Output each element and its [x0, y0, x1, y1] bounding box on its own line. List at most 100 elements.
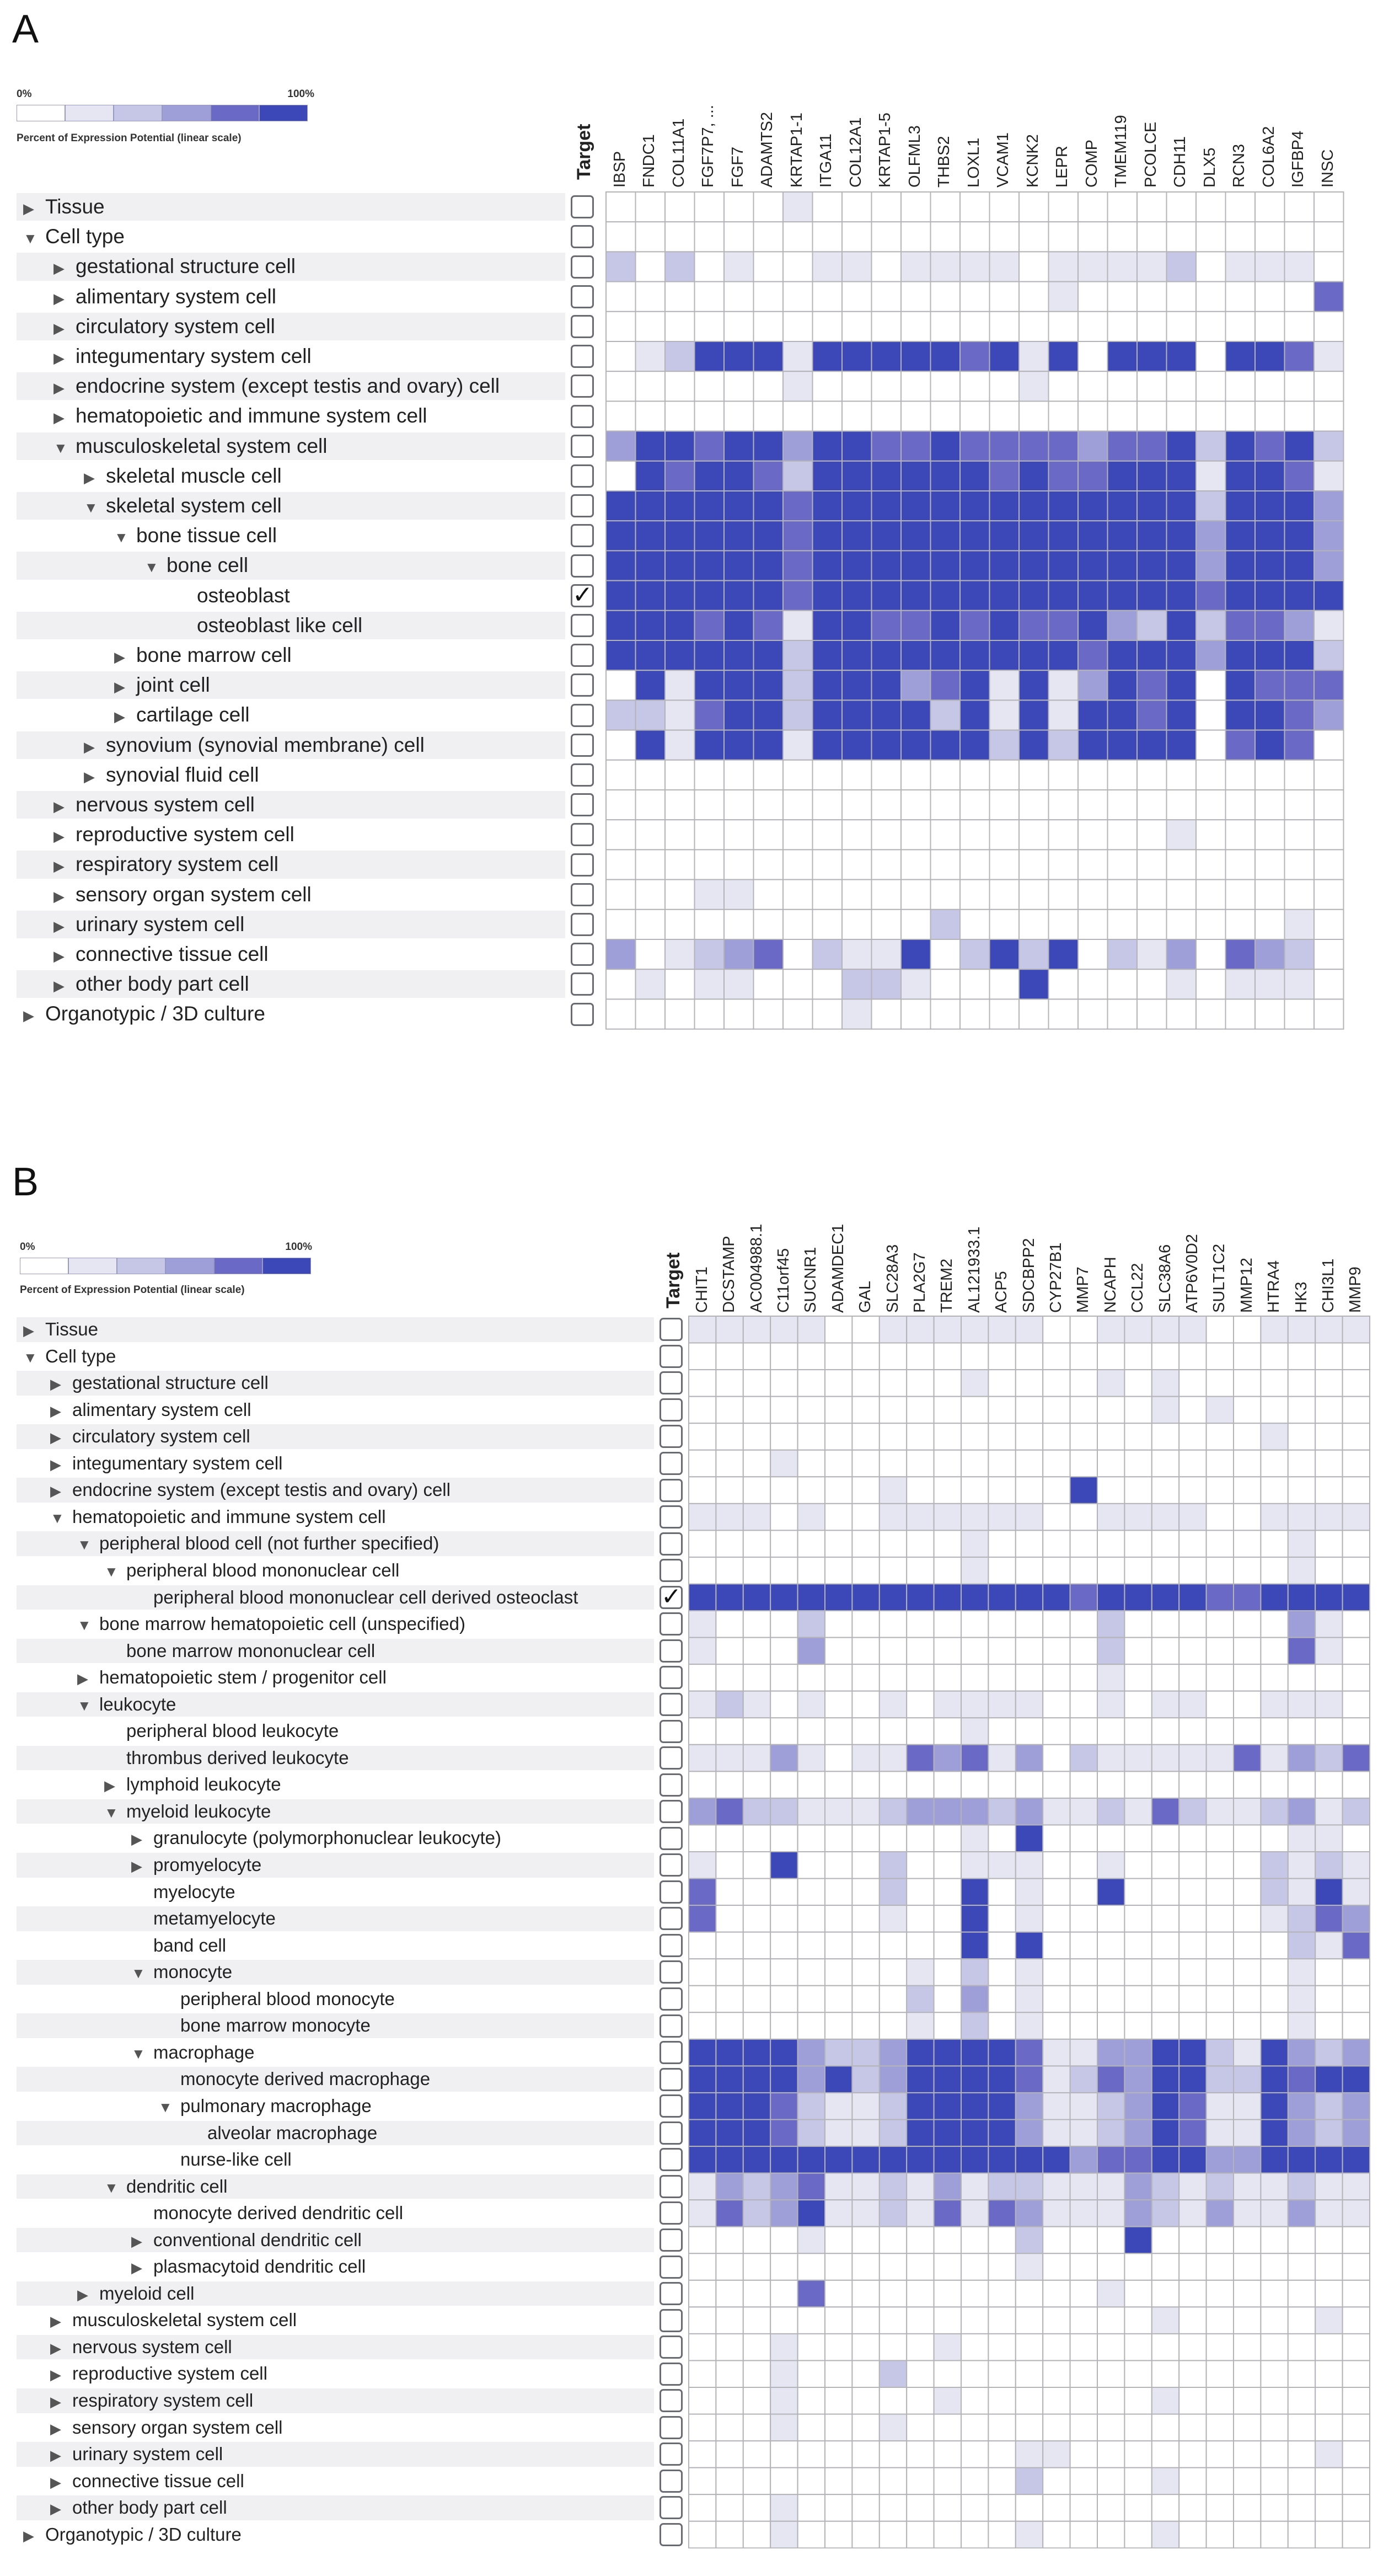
target-checkbox[interactable]	[571, 1002, 594, 1026]
expand-arrow-icon[interactable]: ▶	[53, 380, 65, 397]
target-checkbox[interactable]	[659, 2041, 683, 2065]
target-checkbox[interactable]	[571, 434, 594, 458]
tree-row[interactable]: nurse-like cell	[17, 2147, 654, 2172]
tree-row[interactable]: ▶ Tissue	[17, 193, 565, 221]
collapse-arrow-icon[interactable]: ▼	[23, 230, 37, 247]
tree-row[interactable]: peripheral blood mononuclear cell derive…	[17, 1585, 654, 1610]
target-checkbox[interactable]	[659, 1398, 683, 1421]
expand-arrow-icon[interactable]: ▶	[114, 678, 125, 696]
target-checkbox[interactable]	[659, 1987, 683, 2011]
target-checkbox[interactable]	[571, 883, 594, 906]
tree-row[interactable]: ▶ other body part cell	[17, 970, 565, 998]
tree-row[interactable]: bone marrow monocyte	[17, 2013, 654, 2038]
target-checkbox[interactable]	[659, 2469, 683, 2493]
tree-row[interactable]: ▶ sensory organ system cell	[17, 2415, 654, 2440]
tree-row[interactable]: ▶ promyelocyte	[17, 1853, 654, 1878]
target-checkbox[interactable]	[571, 703, 594, 727]
target-checkbox[interactable]	[659, 1933, 683, 1957]
target-checkbox[interactable]	[659, 2067, 683, 2091]
collapse-arrow-icon[interactable]: ▼	[77, 1697, 92, 1714]
target-checkbox-checked[interactable]: ✓	[659, 1584, 683, 1609]
tree-row[interactable]: ▼ hematopoietic and immune system cell	[17, 1505, 654, 1530]
target-checkbox[interactable]	[571, 195, 594, 219]
target-checkbox[interactable]	[659, 1612, 683, 1636]
tree-row[interactable]: ▼ leukocyte	[17, 1692, 654, 1717]
expand-arrow-icon[interactable]: ▶	[84, 469, 95, 486]
expand-arrow-icon[interactable]: ▶	[50, 2366, 61, 2383]
target-checkbox[interactable]	[659, 2523, 683, 2547]
tree-row[interactable]: ▶ cartilage cell	[17, 701, 565, 729]
target-checkbox[interactable]	[571, 972, 594, 996]
tree-row[interactable]: ▶ respiratory system cell	[17, 851, 565, 879]
tree-row[interactable]: ▼ monocyte	[17, 1960, 654, 1985]
collapse-arrow-icon[interactable]: ▼	[104, 2179, 119, 2196]
tree-row[interactable]: bone marrow mononuclear cell	[17, 1638, 654, 1664]
expand-arrow-icon[interactable]: ▶	[50, 1376, 61, 1393]
tree-row[interactable]: ▼ Cell type	[17, 223, 565, 250]
collapse-arrow-icon[interactable]: ▼	[50, 1509, 65, 1526]
expand-arrow-icon[interactable]: ▶	[23, 200, 34, 217]
target-checkbox[interactable]	[659, 1746, 683, 1770]
tree-row[interactable]: ▶ gestational structure cell	[17, 1371, 654, 1396]
target-checkbox[interactable]	[659, 1666, 683, 1690]
tree-row[interactable]: thrombus derived leukocyte	[17, 1745, 654, 1771]
collapse-arrow-icon[interactable]: ▼	[104, 1804, 119, 1821]
expand-arrow-icon[interactable]: ▶	[53, 948, 65, 964]
target-checkbox[interactable]	[571, 763, 594, 787]
target-checkbox[interactable]	[571, 554, 594, 578]
expand-arrow-icon[interactable]: ▶	[23, 1007, 34, 1024]
expand-arrow-icon[interactable]: ▶	[50, 2339, 61, 2356]
expand-arrow-icon[interactable]: ▶	[77, 1670, 88, 1687]
target-checkbox[interactable]	[659, 1907, 683, 1931]
target-checkbox[interactable]	[659, 1344, 683, 1368]
expand-arrow-icon[interactable]: ▶	[50, 2473, 61, 2491]
tree-row[interactable]: ▶ musculoskeletal system cell	[17, 2308, 654, 2333]
expand-arrow-icon[interactable]: ▶	[53, 290, 65, 307]
tree-row[interactable]: ▼ macrophage	[17, 2040, 654, 2065]
target-checkbox[interactable]	[571, 404, 594, 428]
target-checkbox[interactable]	[659, 2362, 683, 2386]
collapse-arrow-icon[interactable]: ▼	[158, 2098, 173, 2115]
target-checkbox[interactable]	[659, 1478, 683, 1502]
target-checkbox[interactable]	[659, 1425, 683, 1449]
tree-row[interactable]: ▼ dendritic cell	[17, 2174, 654, 2199]
expand-arrow-icon[interactable]: ▶	[77, 2286, 88, 2303]
tree-row[interactable]: ▼ pulmonary macrophage	[17, 2094, 654, 2119]
expand-arrow-icon[interactable]: ▶	[131, 1858, 142, 1874]
expand-arrow-icon[interactable]: ▶	[50, 1402, 61, 1419]
expand-arrow-icon[interactable]: ▶	[23, 1322, 34, 1339]
tree-row[interactable]: ▶ granulocyte (polymorphonuclear leukocyt…	[17, 1826, 654, 1851]
target-checkbox[interactable]	[659, 1826, 683, 1850]
target-checkbox[interactable]	[659, 1960, 683, 1984]
expand-arrow-icon[interactable]: ▶	[53, 350, 65, 366]
collapse-arrow-icon[interactable]: ▼	[131, 2045, 146, 2062]
target-checkbox[interactable]	[571, 464, 594, 488]
tree-row[interactable]: ▼ bone marrow hematopoietic cell (unspeci…	[17, 1612, 654, 1637]
expand-arrow-icon[interactable]: ▶	[53, 828, 65, 845]
tree-row[interactable]: ▶ conventional dendritic cell	[17, 2227, 654, 2253]
tree-row[interactable]: ▶ Tissue	[17, 1317, 654, 1342]
tree-row[interactable]: monocyte derived dendritic cell	[17, 2201, 654, 2226]
tree-row[interactable]: ▶ reproductive system cell	[17, 2361, 654, 2386]
tree-row[interactable]: ▼ peripheral blood cell (not further spec…	[17, 1531, 654, 1556]
tree-row[interactable]: ▶ hematopoietic stem / progenitor cell	[17, 1665, 654, 1690]
target-checkbox[interactable]	[571, 375, 594, 398]
target-checkbox[interactable]	[571, 494, 594, 518]
tree-row[interactable]: ▶ nervous system cell	[17, 2334, 654, 2360]
target-checkbox[interactable]	[659, 1318, 683, 1342]
target-checkbox[interactable]	[659, 2174, 683, 2198]
tree-row[interactable]: band cell	[17, 1933, 654, 1958]
expand-arrow-icon[interactable]: ▶	[53, 888, 65, 905]
tree-row[interactable]: ▶ nervous system cell	[17, 791, 565, 819]
target-checkbox[interactable]	[659, 2228, 683, 2252]
tree-row[interactable]: ▶ skeletal muscle cell	[17, 462, 565, 490]
target-checkbox[interactable]	[571, 823, 594, 847]
target-checkbox[interactable]	[571, 733, 594, 757]
target-checkbox[interactable]	[659, 2148, 683, 2172]
tree-row[interactable]: ▶ circulatory system cell	[17, 1424, 654, 1449]
target-checkbox[interactable]	[571, 674, 594, 697]
expand-arrow-icon[interactable]: ▶	[131, 2259, 142, 2276]
collapse-arrow-icon[interactable]: ▼	[144, 559, 159, 576]
tree-row[interactable]: alveolar macrophage	[17, 2120, 654, 2146]
target-checkbox[interactable]	[659, 2496, 683, 2520]
